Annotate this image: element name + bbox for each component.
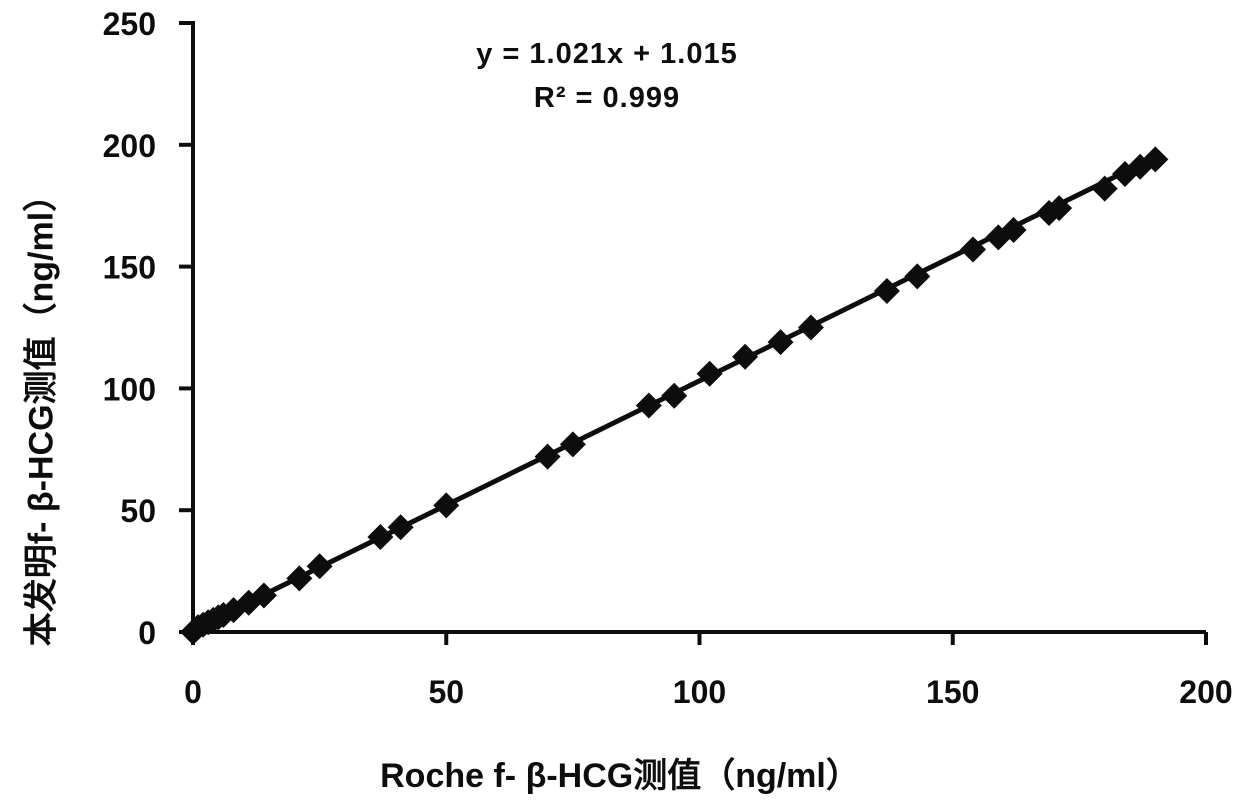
data-point-marker [1046,195,1073,222]
y-tick-label: 100 [103,371,156,407]
x-tick-label: 50 [428,674,464,710]
x-tick-label: 200 [1179,674,1232,710]
x-tick-label: 0 [184,674,202,710]
trendline-equation-label: y = 1.021x + 1.015 [476,38,738,70]
y-tick-label: 50 [120,493,156,529]
y-tick-label: 200 [103,128,156,164]
data-point-marker [904,263,931,290]
data-point-marker [306,553,333,580]
x-tick-label: 100 [673,674,726,710]
y-tick-label: 0 [138,615,156,651]
x-tick-label: 150 [926,674,979,710]
y-tick-label: 250 [103,6,156,42]
data-point-marker [732,343,759,370]
data-point-marker [250,582,277,609]
data-point-marker [873,277,900,304]
data-point-marker [286,565,313,592]
data-point-marker [797,314,824,341]
x-axis-title: Roche f- β-HCG测值（ng/ml） [380,757,860,795]
data-point-marker [1142,146,1169,173]
y-axis-title: 本发明f- β-HCG测值（ng/ml） [22,177,61,647]
data-point-marker [635,392,662,419]
data-point-marker [534,443,561,470]
data-point-marker [559,431,586,458]
y-tick-label: 150 [103,250,156,286]
data-point-marker [767,329,794,356]
data-point-marker [433,492,460,519]
data-point-marker [661,382,688,409]
data-point-marker [696,360,723,387]
data-point-marker [367,523,394,550]
data-point-marker [1000,217,1027,244]
r-squared-label: R² = 0.999 [533,82,681,114]
data-point-marker [387,514,414,541]
data-point-marker [960,236,987,263]
data-point-marker [1091,175,1118,202]
